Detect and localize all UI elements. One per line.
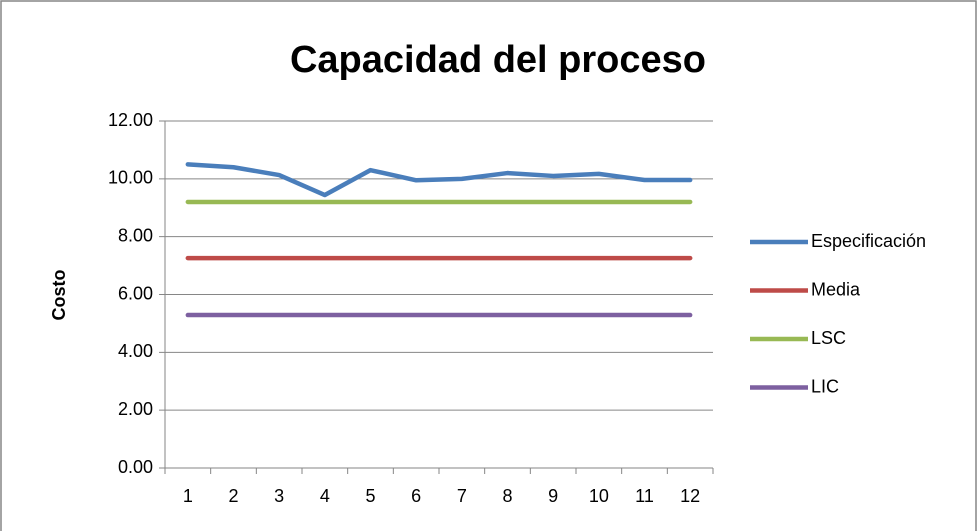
x-tick-label: 5: [365, 486, 375, 506]
x-tick-label: 1: [183, 486, 193, 506]
y-axis-label: Costo: [49, 270, 69, 321]
y-tick-label: 10.00: [108, 168, 153, 188]
x-tick-label: 2: [228, 486, 238, 506]
legend-label: LSC: [811, 328, 846, 348]
legend-label: Media: [811, 279, 861, 299]
y-tick-label: 2.00: [118, 399, 153, 419]
x-tick-label: 9: [548, 486, 558, 506]
x-tick-label: 3: [274, 486, 284, 506]
y-tick-label: 6.00: [118, 283, 153, 303]
legend-label: LIC: [811, 376, 839, 396]
series-line: [185, 162, 693, 198]
x-tick-label: 12: [680, 486, 700, 506]
x-tick-label: 7: [457, 486, 467, 506]
x-tick-label: 4: [320, 486, 330, 506]
y-tick-label: 12.00: [108, 110, 153, 130]
chart-title: Capacidad del proceso: [290, 39, 706, 81]
y-tick-label: 0.00: [118, 457, 153, 477]
x-tick-label: 10: [589, 486, 609, 506]
legend-label: Especificación: [811, 231, 926, 251]
y-tick-label: 8.00: [118, 225, 153, 245]
x-tick-label: 6: [411, 486, 421, 506]
x-tick-label: 8: [502, 486, 512, 506]
x-tick-label: 11: [635, 486, 654, 506]
y-tick-label: 4.00: [118, 341, 153, 361]
